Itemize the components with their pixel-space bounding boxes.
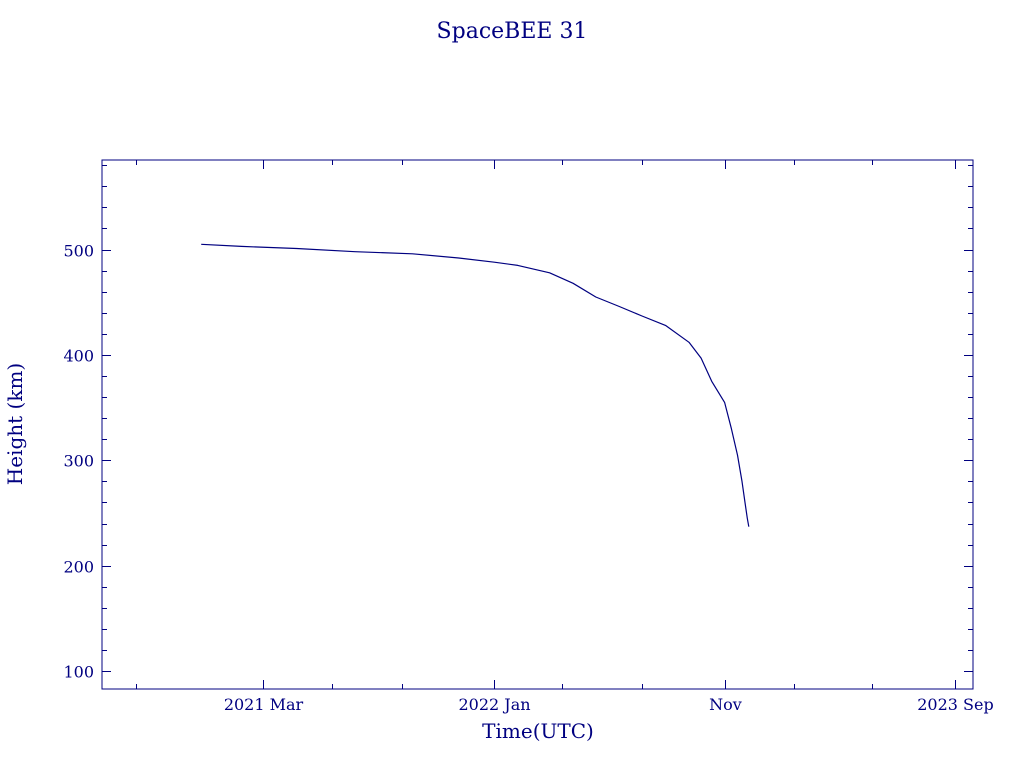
x-tick-label: 2022 Jan [458, 695, 530, 714]
data-series [201, 243, 750, 527]
plot-frame [101, 159, 974, 690]
tick-marks [102, 160, 973, 689]
tick-labels: 100 200 300 400 500 2021 Mar 2022 Jan Nov 2023 S… [63, 242, 993, 715]
y-tick-label: 300 [63, 452, 94, 471]
chart-title: SpaceBEE 31 [437, 19, 588, 44]
x-axis-title: Time(UTC) [482, 719, 594, 743]
x-tick-label: Nov [709, 695, 742, 714]
y-tick-label: 400 [63, 347, 94, 366]
height-series-line [201, 243, 750, 527]
y-tick-label: 200 [63, 558, 94, 577]
y-tick-label: 500 [63, 242, 94, 261]
x-tick-label: 2021 Mar [224, 695, 304, 714]
x-tick-label: 2023 Sep [917, 695, 993, 714]
y-axis-title: Height (km) [3, 363, 27, 485]
y-tick-label: 100 [63, 663, 94, 682]
